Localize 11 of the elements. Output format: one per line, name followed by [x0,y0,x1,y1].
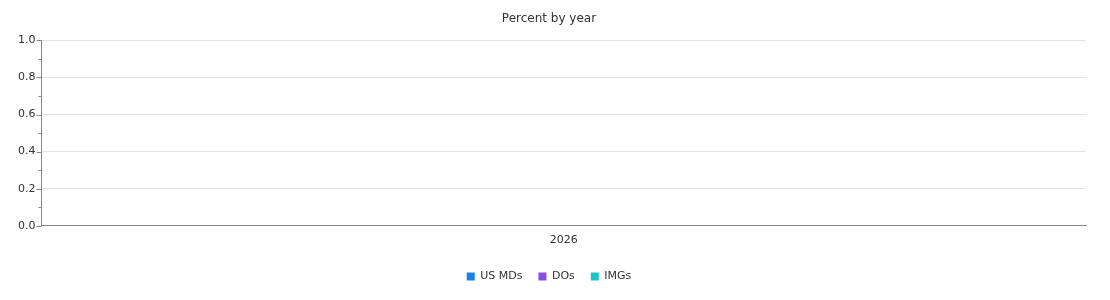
y-tick-label: 1.0 [17,33,36,47]
y-tick-label: 0.4 [17,144,36,158]
chart-title: Percent by year [501,11,597,26]
y-tick-label: 0.2 [17,181,36,195]
y-tick-label: 0.8 [17,70,36,84]
y-tick-label: 0.0 [17,218,36,232]
y-tick-label: 0.6 [17,107,36,121]
x-tick-label: 2026 [549,233,578,247]
legend-label: IMGs [604,269,632,283]
legend-label: DOs [551,269,576,283]
legend-label: US MDs [480,269,523,283]
